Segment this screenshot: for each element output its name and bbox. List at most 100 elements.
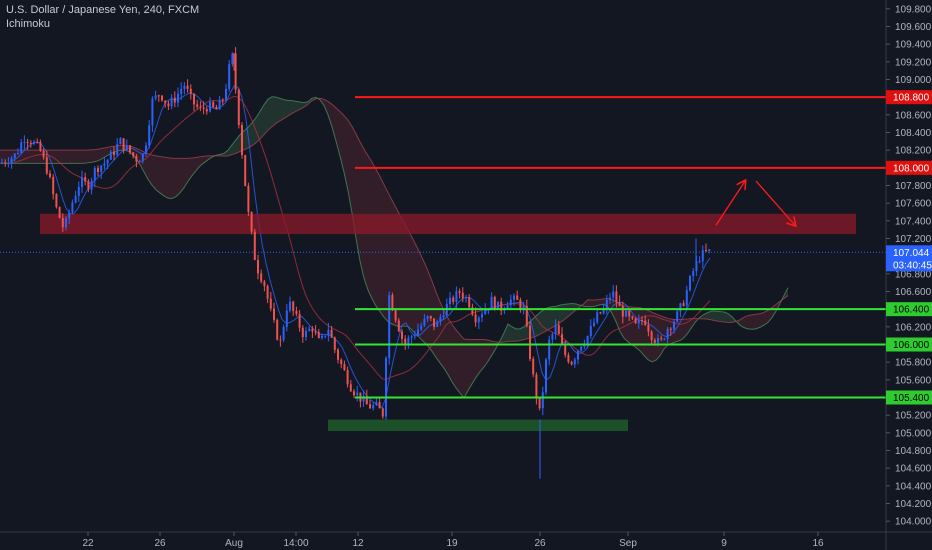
candle-body [481,314,483,318]
candle-body [311,328,314,332]
candle-body [346,370,349,385]
candle-body [17,152,19,154]
candle-body [55,194,58,208]
candle-body [519,299,522,310]
candle-body [628,310,631,317]
support-price-tag: 106.000 [886,337,932,352]
chart-legend: U.S. Dollar / Japanese Yen, 240, FXCM Ic… [6,3,199,31]
candle-body [353,391,355,396]
candle-body [471,307,474,315]
x-tick-label: 12 [352,538,364,549]
candle-body [621,306,624,317]
candle-body [327,329,330,336]
candle-body [484,308,487,315]
x-tick-label: Sep [619,538,637,549]
x-tick-label: 22 [82,538,94,549]
candle-body [644,320,647,325]
projection-arrow [715,181,745,226]
candle-body [535,374,538,398]
y-tick-label: 107.800 [895,181,932,192]
resistance-price-tag: 108.800 [886,90,932,105]
candle-body [362,396,365,402]
resistance-price-tag: 108.000 [886,160,932,175]
countdown-label: 03:40:45 [893,260,932,271]
candle-body [193,93,195,105]
candle-body [698,261,701,263]
candle-body [77,186,80,197]
x-tick-label: 9 [721,538,727,549]
candle-body [679,303,682,312]
x-tick-label: 19 [446,538,458,549]
candle-body [71,202,74,213]
y-tick-label: 107.200 [895,234,932,245]
cloud-segment [740,295,784,330]
candle-body [289,301,291,311]
cloud-segment [0,145,216,199]
y-tick-label: 108.200 [895,146,932,157]
y-tick-label: 108.400 [895,128,932,139]
price-tag-bg [886,390,932,405]
candle-body [295,310,298,314]
candle-body [4,162,7,164]
candle-body [394,310,397,321]
candle-body [141,153,144,161]
candle-body [167,103,170,107]
candle-body [257,259,259,274]
cloud-segment [216,96,320,157]
y-tick-label: 104.600 [895,464,932,475]
price-tag-bg [886,302,932,317]
candle-body [532,358,535,375]
candle-body [202,107,205,110]
y-tick-label: 109.600 [895,22,932,33]
price-tag-label: 106.000 [893,340,930,351]
candle-body [244,155,247,186]
support-zone [328,419,628,432]
y-tick-label: 109.400 [895,40,932,51]
candle-body [439,317,442,322]
candles [1,47,711,479]
candle-body [317,332,320,338]
y-tick-label: 109.000 [895,75,932,86]
candle-body [516,295,519,300]
candle-body [407,337,410,344]
candle-body [657,338,659,343]
candle-body [100,165,103,172]
candle-body [212,101,215,107]
candle-body [413,335,416,337]
candle-body [442,315,445,318]
candle-body [692,271,695,276]
candle-body [436,321,439,327]
candle-body [673,321,675,330]
candle-body [119,138,122,145]
ichimoku-cloud [0,85,789,409]
candle-body [122,138,125,150]
y-tick-label: 104.000 [895,517,932,528]
candle-body [225,88,227,101]
candle-body [381,408,384,417]
candle-body [87,181,90,190]
y-tick-label: 108.600 [895,110,932,121]
x-tick-label: 14:00 [283,538,308,549]
candle-body [426,316,429,320]
candle-body [522,305,525,310]
candle-body [461,292,464,299]
candle-body [61,218,64,228]
candle-body [634,318,637,324]
candle-body [529,325,531,359]
candle-body [340,359,343,365]
x-tick-label: 26 [534,538,546,549]
candle-body [113,151,115,155]
candle-body [429,316,432,319]
candle-body [154,95,157,99]
candle-body [500,301,503,311]
candle-body [609,297,611,300]
candle-body [650,331,653,341]
candle-body [397,320,400,332]
candle-body [125,145,128,150]
y-tick-label: 104.400 [895,481,932,492]
projection-arrows [715,181,795,226]
candle-body [13,153,16,158]
candle-body [509,299,512,306]
candle-body [250,212,253,232]
